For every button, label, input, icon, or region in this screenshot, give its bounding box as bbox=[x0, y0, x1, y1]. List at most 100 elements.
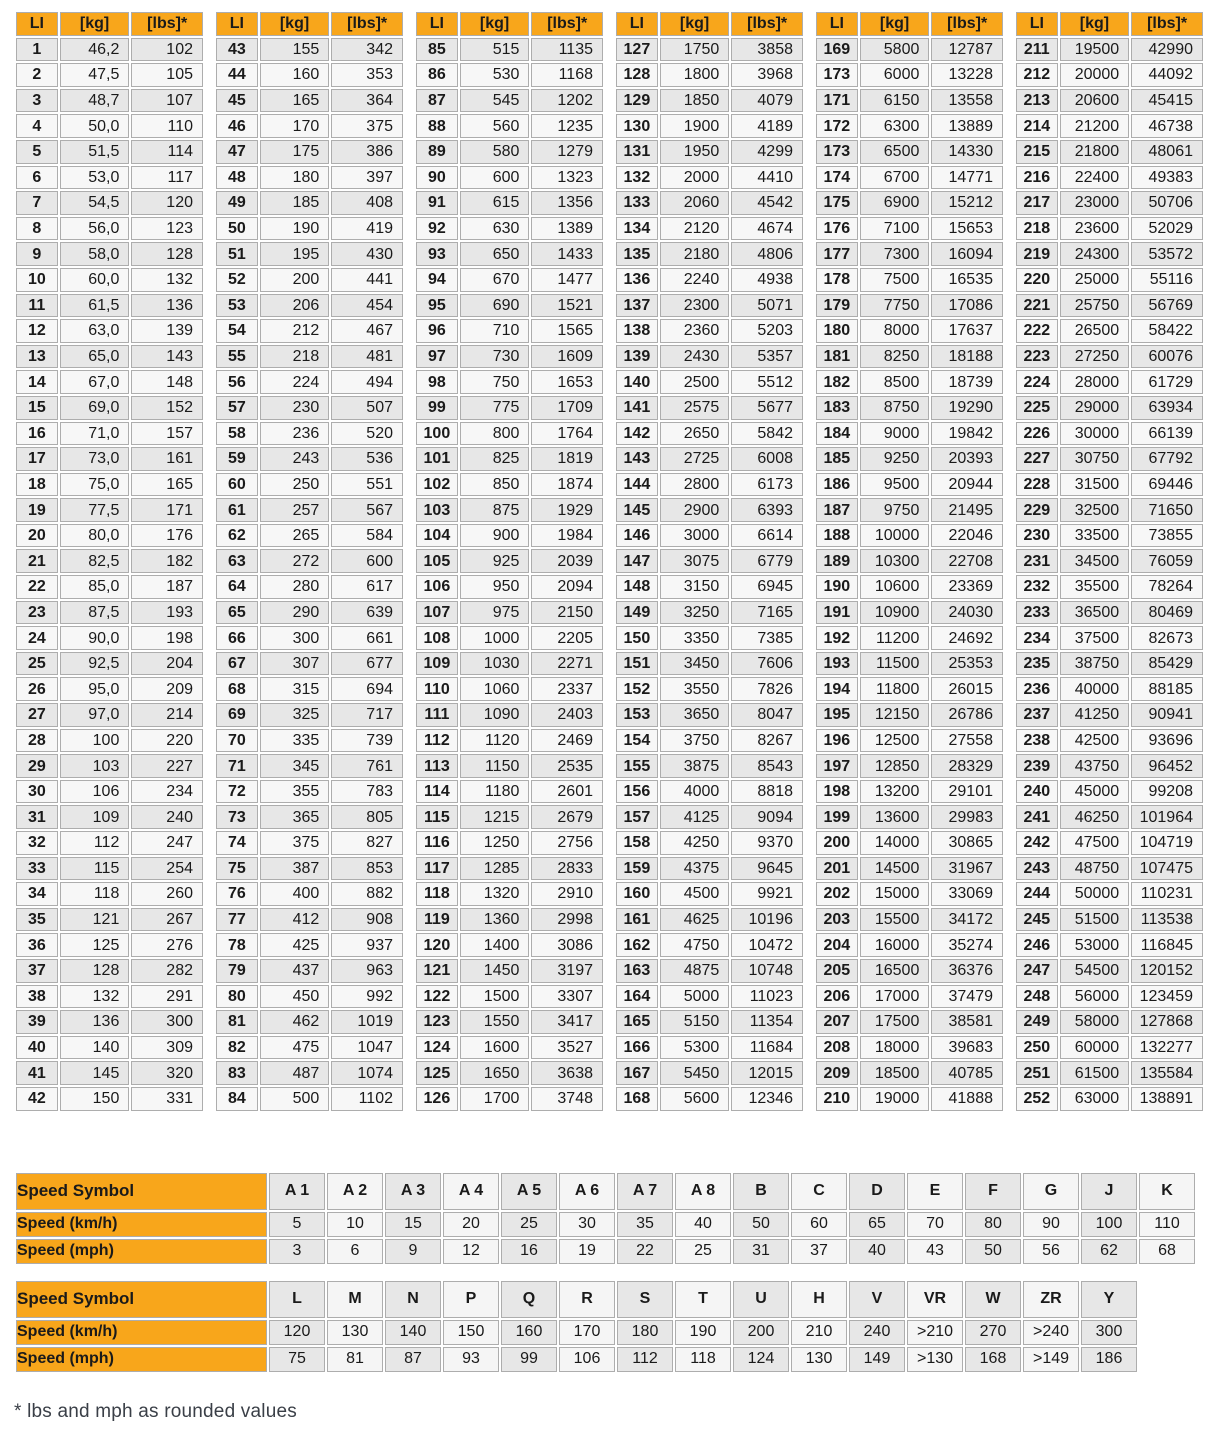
li-value: 205 bbox=[816, 958, 858, 983]
li-row: 6 53,0 117 bbox=[16, 165, 203, 190]
li-row: 230 33500 73855 bbox=[1016, 523, 1203, 548]
li-value: 195 bbox=[816, 703, 858, 727]
li-row: 224 28000 61729 bbox=[1016, 370, 1203, 394]
load-index-table: LI [kg] [lbs]* 43 155 342 44 160 353 45 165 364 46 17… bbox=[214, 10, 405, 1113]
li-value: 11 bbox=[16, 293, 58, 318]
li-row: 40 140 309 bbox=[16, 1035, 203, 1060]
li-row: 251 61500 135584 bbox=[1016, 1061, 1203, 1085]
li-row: 51 195 430 bbox=[216, 242, 403, 266]
kg-value: 3075 bbox=[659, 549, 730, 574]
lbs-value: 120 bbox=[131, 191, 203, 215]
lbs-value: 29101 bbox=[931, 779, 1003, 804]
kg-value: 140 bbox=[59, 1035, 130, 1060]
kg-value: 218 bbox=[259, 344, 330, 369]
kg-value: 18500 bbox=[859, 1061, 930, 1085]
kg-value: 2725 bbox=[659, 447, 730, 471]
li-value: 55 bbox=[216, 344, 258, 369]
speed-mph-value: >130 bbox=[907, 1346, 963, 1372]
li-value: 56 bbox=[216, 370, 258, 394]
li-value: 224 bbox=[1016, 370, 1058, 394]
lbs-value: 12346 bbox=[731, 1086, 803, 1111]
li-row: 242 47500 104719 bbox=[1016, 831, 1203, 855]
li-value: 105 bbox=[416, 549, 458, 574]
li-row: 239 43750 96452 bbox=[1016, 754, 1203, 778]
lbs-value: 481 bbox=[331, 344, 403, 369]
lbs-value: 33069 bbox=[931, 882, 1003, 906]
li-value: 54 bbox=[216, 319, 258, 343]
speed-mph-value: 56 bbox=[1023, 1238, 1079, 1264]
li-value: 99 bbox=[416, 395, 458, 420]
lbs-value: 9645 bbox=[731, 856, 803, 881]
lbs-value: 8818 bbox=[731, 779, 803, 804]
li-value: 28 bbox=[16, 728, 58, 753]
speed-symbol: A 4 bbox=[443, 1172, 499, 1210]
li-row: 201 14500 31967 bbox=[816, 856, 1003, 881]
lbs-value: 18739 bbox=[931, 370, 1003, 394]
li-row: 76 400 882 bbox=[216, 882, 403, 906]
li-row: 156 4000 8818 bbox=[616, 779, 803, 804]
li-row: 127 1750 3858 bbox=[616, 37, 803, 62]
li-value: 5 bbox=[16, 139, 58, 164]
li-row: 123 1550 3417 bbox=[416, 1010, 603, 1034]
li-value: 9 bbox=[16, 242, 58, 266]
lbs-value: 331 bbox=[131, 1086, 203, 1111]
speed-mph-value: 118 bbox=[675, 1346, 731, 1372]
kg-value: 9750 bbox=[859, 498, 930, 522]
li-row: 139 2430 5357 bbox=[616, 344, 803, 369]
li-value: 84 bbox=[216, 1086, 258, 1111]
speed-symbol: H bbox=[791, 1280, 847, 1318]
lbs-value: 10196 bbox=[731, 907, 803, 932]
speed-mph-value: 106 bbox=[559, 1346, 615, 1372]
kg-value: 6000 bbox=[859, 63, 930, 87]
kg-value: 900 bbox=[459, 523, 530, 548]
lbs-value: 408 bbox=[331, 191, 403, 215]
lbs-value: 1477 bbox=[531, 267, 603, 292]
li-value: 17 bbox=[16, 447, 58, 471]
kg-value: 9500 bbox=[859, 472, 930, 497]
lbs-value: 110231 bbox=[1131, 882, 1203, 906]
lbs-value: 937 bbox=[331, 933, 403, 957]
speed-symbol: R bbox=[559, 1280, 615, 1318]
li-value: 8 bbox=[16, 216, 58, 241]
kg-value: 212 bbox=[259, 319, 330, 343]
li-value: 153 bbox=[616, 703, 658, 727]
li-value: 47 bbox=[216, 139, 258, 164]
li-value: 218 bbox=[1016, 216, 1058, 241]
li-value: 184 bbox=[816, 421, 858, 446]
li-value: 15 bbox=[16, 395, 58, 420]
li-row: 43 155 342 bbox=[216, 37, 403, 62]
speed-mph-value: 87 bbox=[385, 1346, 441, 1372]
speed-kmh-row: Speed (km/h) 120 130 140 150 160 170 180 190 200 2… bbox=[16, 1319, 1137, 1345]
kg-value: 30000 bbox=[1059, 421, 1130, 446]
li-value: 235 bbox=[1016, 651, 1058, 676]
speed-kmh-value: 270 bbox=[965, 1319, 1021, 1345]
li-value: 189 bbox=[816, 549, 858, 574]
speed-symbol: A 5 bbox=[501, 1172, 557, 1210]
li-value: 44 bbox=[216, 63, 258, 87]
lbs-value: 1135 bbox=[531, 37, 603, 62]
kg-value: 2000 bbox=[659, 165, 730, 190]
lbs-value: 9094 bbox=[731, 805, 803, 829]
lbs-value: 353 bbox=[331, 63, 403, 87]
speed-mph-value: >149 bbox=[1023, 1346, 1079, 1372]
kg-value: 11200 bbox=[859, 626, 930, 650]
li-row: 16 71,0 157 bbox=[16, 421, 203, 446]
lbs-value: 1279 bbox=[531, 139, 603, 164]
li-value: 158 bbox=[616, 831, 658, 855]
lbs-value: 19290 bbox=[931, 395, 1003, 420]
li-row: 37 128 282 bbox=[16, 958, 203, 983]
lbs-value: 139 bbox=[131, 319, 203, 343]
lbs-value: 60076 bbox=[1131, 344, 1203, 369]
kg-value: 462 bbox=[259, 1010, 330, 1034]
kg-value: 54,5 bbox=[59, 191, 130, 215]
lbs-value: 23369 bbox=[931, 575, 1003, 599]
li-value: 41 bbox=[16, 1061, 58, 1085]
kg-value: 257 bbox=[259, 498, 330, 522]
speed-mph-value: 149 bbox=[849, 1346, 905, 1372]
li-row: 56 224 494 bbox=[216, 370, 403, 394]
lbs-value: 1202 bbox=[531, 88, 603, 113]
li-row: 49 185 408 bbox=[216, 191, 403, 215]
lbs-value: 520 bbox=[331, 421, 403, 446]
